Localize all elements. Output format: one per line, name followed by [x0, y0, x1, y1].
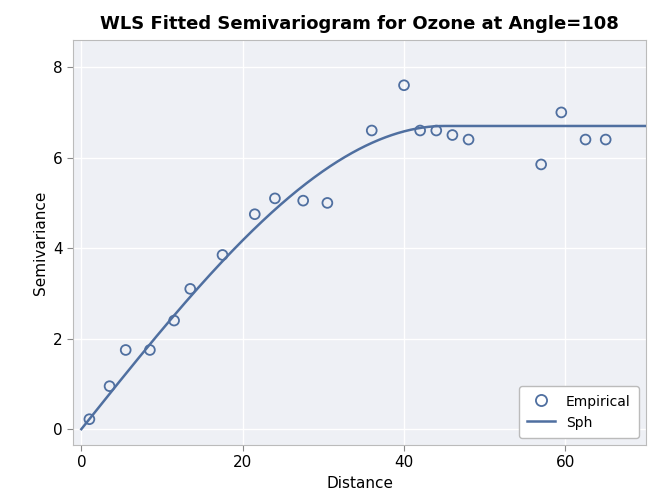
- Sph: [441, 123, 449, 129]
- Title: WLS Fitted Semivariogram for Ozone at Angle=108: WLS Fitted Semivariogram for Ozone at An…: [100, 15, 619, 33]
- Y-axis label: Semivariance: Semivariance: [33, 190, 47, 294]
- Sph: [642, 123, 650, 129]
- Sph: [326, 164, 334, 170]
- Empirical: [250, 210, 260, 218]
- Legend: Empirical, Sph: Empirical, Sph: [519, 386, 639, 438]
- Empirical: [556, 108, 567, 116]
- Empirical: [464, 136, 474, 143]
- Empirical: [298, 196, 308, 204]
- Empirical: [185, 285, 196, 293]
- Empirical: [145, 346, 155, 354]
- Sph: [77, 426, 85, 432]
- Sph: [466, 123, 474, 129]
- X-axis label: Distance: Distance: [326, 476, 393, 491]
- Empirical: [121, 346, 131, 354]
- Sph: [135, 354, 143, 360]
- Empirical: [270, 194, 280, 202]
- Sph: [528, 123, 536, 129]
- Empirical: [536, 160, 547, 168]
- Sph: [518, 123, 526, 129]
- Empirical: [415, 126, 426, 134]
- Empirical: [600, 136, 611, 143]
- Sph: [306, 178, 314, 184]
- Empirical: [447, 131, 458, 139]
- Empirical: [322, 199, 333, 207]
- Empirical: [217, 251, 228, 259]
- Empirical: [168, 316, 179, 324]
- Empirical: [399, 82, 410, 90]
- Empirical: [366, 126, 377, 134]
- Empirical: [580, 136, 591, 143]
- Empirical: [105, 382, 115, 390]
- Empirical: [431, 126, 442, 134]
- Line: Sph: Sph: [81, 126, 646, 429]
- Empirical: [84, 415, 95, 423]
